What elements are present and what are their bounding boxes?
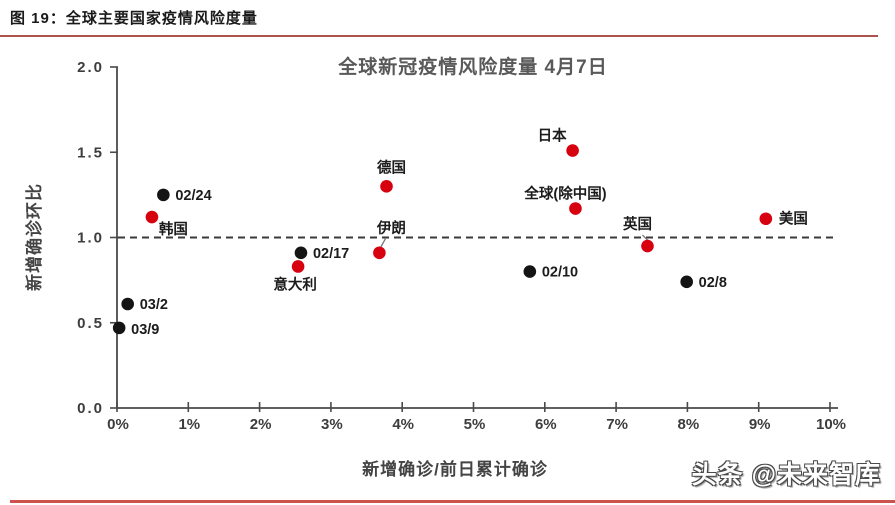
y-tick-label: 0.0 [77,400,104,417]
scatter-point-label: 全球(除中国) [523,185,606,203]
scatter-point-label: 德国 [377,158,406,176]
x-tick-label: 7% [606,416,628,433]
x-axis-label: 新增确诊/前日累计确诊 [362,459,548,479]
x-tick-label: 8% [678,416,700,433]
y-tick-label: 2.0 [77,59,104,76]
x-tick-label: 9% [749,416,771,433]
watermark-toutiao-future-thinktank: 头条 @未来智库 [691,461,881,489]
y-axis-label: 新增确诊环比 [24,183,44,291]
scatter-point-label: 英国 [623,215,652,233]
scatter-point-date [157,188,170,202]
scatter-point-date [121,297,134,311]
scatter-point-country [380,180,393,193]
axes [116,67,838,409]
scatter-point-country [291,260,305,273]
scatter-point-country [373,246,386,260]
scatter-point-label: 02/24 [175,188,211,204]
caption-divider-line [0,35,878,37]
bottom-divider-line [10,500,895,503]
x-tick-label: 4% [392,416,414,433]
scatter-point-country [569,202,582,215]
scatter-point-label: 意大利 [273,275,317,293]
y-tick-label: 0.5 [77,315,104,332]
figure-caption: 图 19：全球主要国家疫情风险度量 [10,10,258,27]
scatter-point-country [641,239,654,253]
scatter-point-label: 02/8 [699,275,727,291]
x-tick-label: 0% [107,416,129,433]
scatter-point-country [566,144,579,157]
scatter-point-label: 02/17 [313,246,349,262]
plot-area: 0.0 0.5 1.0 1.5 2.0 0% 1% 2% 3% 4% 5% 6% 7% 8% 9% 10% 02… [77,59,846,433]
x-tick-label: 2% [250,416,272,433]
scatter-point-date [523,265,537,278]
scatter-point-country [759,212,773,226]
scatter-point-date [294,246,308,260]
scatter-point-label: 03/2 [140,297,168,313]
scatter-point-label: 伊朗 [376,219,406,237]
x-tick-label: 10% [816,416,846,433]
x-tick-label: 3% [321,416,343,433]
y-tick-label: 1.5 [77,144,104,161]
scatter-point-label: 02/10 [542,265,578,281]
scatter-point-label: 03/9 [131,322,159,338]
scatter-point-label: 日本 [538,127,567,145]
scatter-point-date [112,321,126,335]
scatter-point-country [145,210,159,224]
label-leader-line [379,238,386,249]
x-tick-label: 5% [464,416,486,433]
x-tick-label: 6% [535,416,557,433]
y-tick-label: 1.0 [77,230,104,247]
scatter-point-label: 韩国 [159,220,188,238]
chart-title: 全球新冠疫情风险度量 4月7日 [337,55,607,78]
scatter-point-label: 美国 [779,210,808,228]
scatter-point-date [680,275,693,289]
x-tick-label: 1% [178,416,200,433]
